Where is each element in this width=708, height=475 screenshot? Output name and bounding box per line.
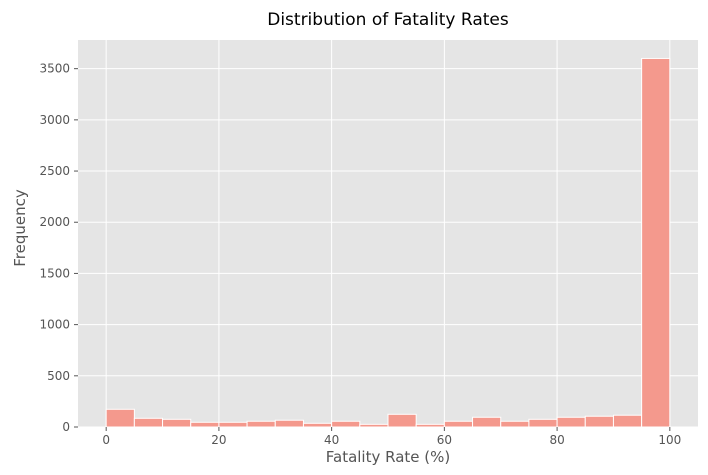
- histogram-bar: [556, 416, 586, 428]
- histogram-bar: [359, 423, 389, 428]
- y-tick-label: 1000: [39, 318, 70, 332]
- x-tick-label: 0: [102, 433, 110, 447]
- histogram-bar: [133, 417, 164, 428]
- x-tick-label: 60: [437, 433, 452, 447]
- y-axis-label: Frequency: [11, 189, 29, 267]
- y-tick-label: 3000: [39, 113, 70, 127]
- y-tick-label: 3500: [39, 62, 70, 76]
- histogram-bar: [612, 414, 643, 428]
- histogram-bar: [443, 420, 474, 428]
- histogram-bar: [274, 419, 304, 428]
- histogram-bar: [302, 422, 333, 428]
- histogram-bar: [218, 421, 248, 428]
- plot-area: [78, 40, 698, 427]
- y-tick-label: 1500: [39, 266, 70, 280]
- histogram-bar: [246, 420, 276, 428]
- histogram-bar: [190, 421, 220, 428]
- histogram-bar: [584, 415, 614, 428]
- y-tick-label: 500: [47, 369, 70, 383]
- y-tick-label: 2000: [39, 215, 70, 229]
- histogram-bar: [641, 57, 671, 428]
- histogram-bar: [528, 418, 558, 428]
- histogram-bar: [105, 408, 135, 428]
- y-tick-label: 0: [62, 420, 70, 434]
- histogram-bar: [500, 420, 530, 428]
- histogram-bar: [331, 420, 361, 428]
- chart-title: Distribution of Fatality Rates: [267, 10, 509, 30]
- histogram-bar: [387, 413, 417, 428]
- histogram-bar: [415, 423, 445, 428]
- x-tick-label: 20: [211, 433, 226, 447]
- y-tick-label: 2500: [39, 164, 70, 178]
- histogram-bar: [472, 416, 502, 428]
- histogram-bar: [162, 418, 192, 428]
- x-tick-label: 80: [549, 433, 564, 447]
- x-tick-label: 40: [324, 433, 339, 447]
- x-tick-label: 100: [658, 433, 681, 447]
- x-axis-label: Fatality Rate (%): [326, 448, 451, 466]
